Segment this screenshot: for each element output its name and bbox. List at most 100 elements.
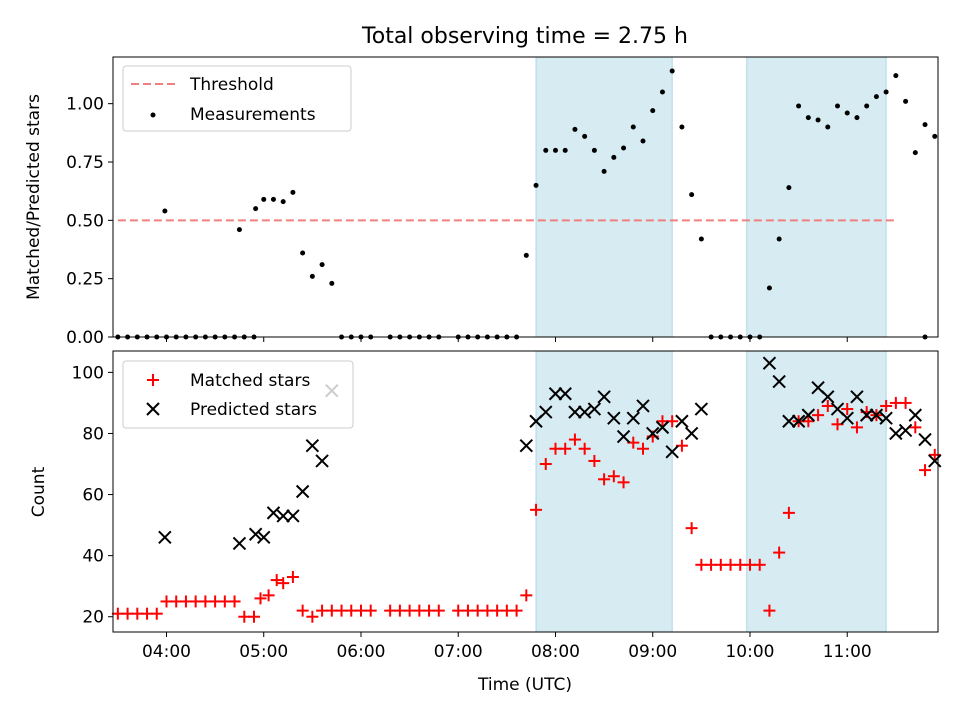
predicted-star-point [928, 454, 942, 468]
predicted-star-point [577, 405, 592, 419]
measurement-point [835, 103, 841, 109]
measurement-point [776, 236, 782, 242]
measurement-point [523, 252, 529, 258]
shaded-interval [746, 350, 887, 633]
matched-star-point [802, 415, 815, 428]
measurement-point [621, 145, 627, 151]
predicted-star-point [286, 509, 300, 523]
ratio-panel: 0.00 0.25 0.50 0.75 1.00 Total observing tim… [24, 24, 939, 348]
predicted-star-point [266, 506, 281, 520]
y-tick-label: 1.00 [66, 95, 104, 115]
matched-star-point [685, 522, 698, 535]
measurement-point [796, 103, 802, 109]
threshold-legend-label: Threshold [189, 75, 274, 95]
matched-star-point [568, 433, 581, 446]
measurement-point [659, 89, 665, 95]
measurement-point [253, 206, 259, 212]
measurement-point [611, 154, 617, 160]
matched-star-point [262, 589, 275, 602]
measurement-point [319, 262, 325, 268]
y-tick-label: 80 [82, 424, 104, 444]
measurement-point [679, 124, 685, 130]
matched-star-point [510, 604, 523, 617]
predicted-star-point [597, 390, 611, 404]
matched-star-point [919, 464, 932, 477]
predicted-star-point [684, 426, 699, 441]
x-tick-label: 07:00 [434, 642, 483, 662]
top-y-ticks: 0.00 0.25 0.50 0.75 1.00 [66, 95, 113, 348]
measurement-point [309, 273, 315, 279]
matched-star-point [928, 448, 941, 461]
y-tick-label: 0.25 [66, 270, 104, 290]
predicted-star-point [801, 408, 816, 422]
measurement-point [873, 94, 879, 100]
top-axes-frame [112, 56, 939, 338]
matched-star-point [763, 604, 776, 617]
top-legend-box [122, 65, 352, 132]
measurement-point [591, 147, 597, 153]
predicted-star-point [568, 405, 582, 419]
x-axis-label: Time (UTC) [477, 675, 572, 695]
matched-star-point [254, 592, 267, 605]
x-tick-label: 05:00 [239, 642, 288, 662]
predicted-star-point [616, 429, 631, 444]
matched-star-point [248, 610, 261, 623]
matched-star-point [432, 604, 445, 617]
y-tick-label: 60 [82, 486, 104, 506]
top-y-axis-label: Matched/Predicted stars [24, 94, 44, 300]
measurement-point [815, 117, 821, 123]
matched-star-point [277, 577, 290, 590]
predicted-star-point [587, 402, 602, 416]
measurement-point [893, 73, 899, 79]
predicted-star-point [646, 426, 660, 441]
predicted-star-point [519, 438, 534, 453]
x-tick-label: 09:00 [628, 642, 677, 662]
matched-star-point [753, 558, 766, 571]
chart-title: Total observing time = 2.75 h [361, 24, 688, 49]
measurement-point [805, 115, 811, 121]
matched-star-point [899, 396, 912, 409]
measurement-point [290, 189, 296, 195]
predicted-star-point [821, 390, 835, 404]
count-panel: 20 40 60 80 100 04:00 05:00 06:00 07:00 08:00 09:… [29, 350, 942, 695]
predicted-star-point [232, 536, 247, 551]
matched-star-point [364, 604, 377, 617]
bottom-legend: Matched stars Predicted stars [122, 360, 354, 429]
measurement-point [854, 115, 860, 121]
matched-star-point [286, 571, 299, 584]
matched-star-point [578, 442, 591, 455]
matched-star-point [773, 546, 786, 559]
top-shaded-intervals [535, 56, 887, 338]
measurement-point [280, 199, 286, 205]
matched-star-point [637, 442, 650, 455]
matched-star-point [909, 421, 922, 434]
predicted-star-point [879, 411, 893, 425]
predicted-star-point [158, 530, 172, 545]
matched-star-point [617, 476, 630, 489]
measurement-point [669, 68, 675, 74]
matched-star-point [539, 458, 552, 471]
predicted-star-point [762, 356, 777, 370]
measurement-point [689, 192, 695, 198]
matched-star-point [782, 506, 795, 519]
shaded-interval [535, 56, 673, 338]
measurement-point [270, 196, 276, 202]
measurement-point [236, 227, 242, 233]
x-tick-label: 08:00 [531, 642, 580, 662]
matched-star-point [588, 454, 601, 467]
matched-star-point [306, 610, 319, 623]
matched-star-point [270, 574, 283, 587]
measurement-point [300, 250, 306, 256]
measurements-legend-label: Measurements [190, 105, 316, 125]
measurement-point [582, 133, 588, 139]
predicted-star-point [869, 408, 884, 422]
measurement-point [601, 168, 607, 174]
y-tick-label: 0.50 [66, 211, 104, 231]
predicted-star-point [918, 432, 932, 447]
x-tick-label: 11:00 [823, 642, 872, 662]
measurement-point [543, 147, 549, 153]
matched-star-point [850, 421, 863, 434]
matched-star-point [841, 403, 854, 416]
matched-legend-swatch [147, 374, 159, 386]
